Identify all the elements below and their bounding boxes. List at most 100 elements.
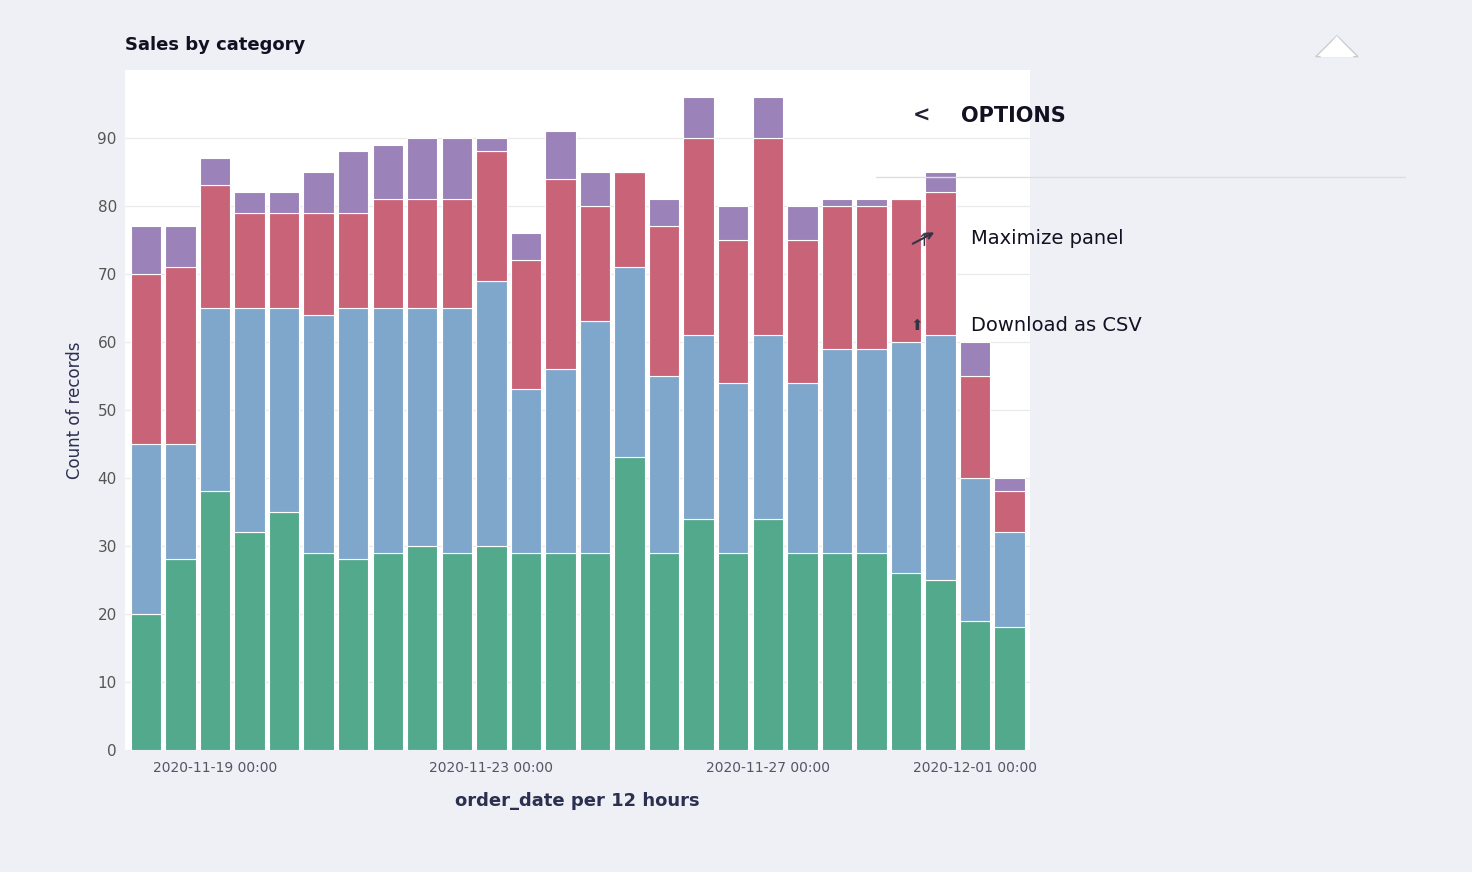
Bar	[408, 138, 437, 199]
Bar	[614, 458, 645, 750]
Bar	[303, 315, 334, 553]
Bar	[200, 186, 230, 308]
Bar	[960, 478, 991, 621]
Bar	[372, 145, 403, 199]
Bar	[926, 580, 955, 750]
Bar	[372, 308, 403, 553]
Bar	[891, 573, 921, 750]
Bar	[545, 131, 576, 179]
Bar	[131, 444, 160, 614]
Bar	[580, 206, 611, 322]
Bar	[408, 199, 437, 308]
Bar	[269, 213, 299, 308]
Bar	[649, 553, 680, 750]
Bar	[339, 308, 368, 560]
Bar	[857, 553, 886, 750]
Bar	[372, 199, 403, 308]
Bar	[649, 376, 680, 553]
Bar	[545, 369, 576, 553]
Bar	[442, 308, 473, 553]
Y-axis label: Count of records: Count of records	[66, 341, 84, 479]
Bar	[718, 383, 748, 553]
Text: OPTIONS: OPTIONS	[961, 106, 1066, 126]
Bar	[752, 97, 783, 138]
Bar	[269, 512, 299, 750]
Bar	[303, 553, 334, 750]
Bar	[683, 138, 714, 335]
Bar	[442, 138, 473, 199]
Bar	[200, 158, 230, 186]
Bar	[475, 152, 506, 281]
Bar	[545, 553, 576, 750]
Bar	[821, 199, 852, 206]
Bar	[891, 199, 921, 342]
Bar	[200, 308, 230, 492]
Bar	[339, 560, 368, 750]
Bar	[926, 172, 955, 192]
Bar	[269, 192, 299, 213]
Bar	[788, 553, 817, 750]
Bar	[339, 213, 368, 308]
Bar	[614, 172, 645, 267]
X-axis label: order_date per 12 hours: order_date per 12 hours	[455, 792, 701, 810]
Bar	[752, 335, 783, 519]
Text: Download as CSV: Download as CSV	[972, 316, 1142, 335]
Bar	[234, 532, 265, 750]
Bar	[165, 560, 196, 750]
Bar	[234, 192, 265, 213]
Bar	[580, 553, 611, 750]
Bar	[303, 172, 334, 213]
Bar	[926, 335, 955, 580]
Bar	[960, 376, 991, 478]
Bar	[718, 553, 748, 750]
Bar	[788, 206, 817, 240]
Polygon shape	[1316, 36, 1359, 57]
Text: <: <	[913, 106, 930, 126]
Text: ↗: ↗	[913, 227, 936, 249]
Bar	[131, 274, 160, 444]
Bar	[165, 267, 196, 444]
Bar	[995, 492, 1025, 532]
Bar	[718, 240, 748, 383]
Bar	[580, 322, 611, 553]
Bar	[580, 172, 611, 206]
Bar	[131, 226, 160, 274]
Bar	[234, 213, 265, 308]
Bar	[752, 138, 783, 335]
Text: Sales by category: Sales by category	[125, 37, 305, 54]
Bar	[857, 199, 886, 206]
Bar	[131, 614, 160, 750]
Bar	[475, 138, 506, 152]
Bar	[995, 478, 1025, 492]
Bar	[442, 199, 473, 308]
Bar	[649, 226, 680, 376]
Bar	[995, 628, 1025, 750]
Bar	[891, 342, 921, 573]
Bar	[200, 492, 230, 750]
Bar	[303, 213, 334, 315]
Bar	[683, 519, 714, 750]
Bar	[511, 390, 542, 553]
Bar	[857, 206, 886, 349]
Bar	[545, 179, 576, 369]
Bar	[442, 553, 473, 750]
Bar	[408, 546, 437, 750]
Text: ⬆: ⬆	[910, 317, 923, 333]
Bar	[511, 553, 542, 750]
Bar	[372, 553, 403, 750]
Bar	[995, 532, 1025, 628]
Bar	[234, 308, 265, 532]
Bar	[408, 308, 437, 546]
Bar	[960, 621, 991, 750]
Bar	[683, 335, 714, 519]
Bar	[960, 342, 991, 376]
Bar	[475, 281, 506, 546]
Bar	[683, 97, 714, 138]
Polygon shape	[1320, 37, 1353, 57]
Bar	[788, 240, 817, 383]
Bar	[821, 349, 852, 553]
Text: Maximize panel: Maximize panel	[972, 228, 1123, 248]
Bar	[857, 349, 886, 553]
Bar	[165, 226, 196, 267]
Bar	[821, 206, 852, 349]
